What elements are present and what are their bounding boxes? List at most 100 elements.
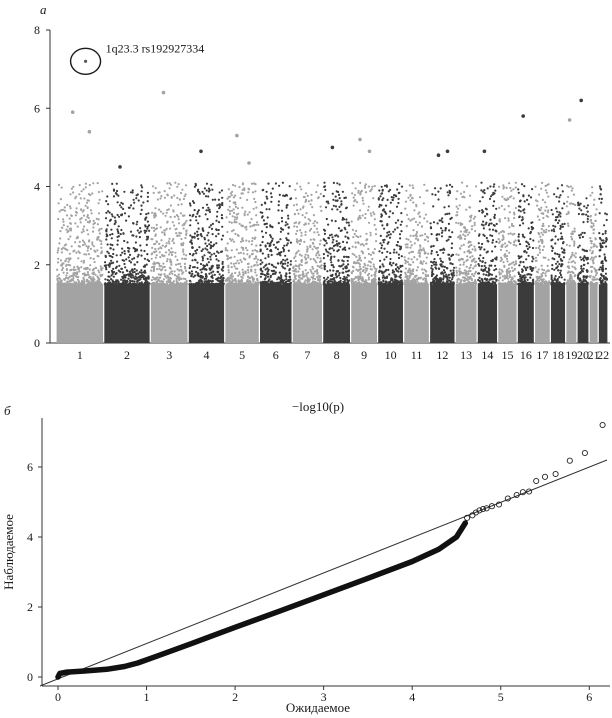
snp-point (552, 279, 555, 282)
snp-point (473, 281, 476, 284)
snp-point (288, 269, 291, 272)
snp-point (166, 220, 169, 223)
snp-point (456, 280, 459, 284)
snp-point (220, 283, 223, 286)
snp-point (578, 279, 581, 282)
snp-point (121, 259, 124, 262)
snp-point (301, 214, 304, 217)
snp-point (463, 190, 466, 194)
snp-point (458, 259, 461, 262)
snp-point (449, 280, 452, 283)
snp-point (501, 234, 504, 237)
snp-point (132, 276, 135, 279)
snp-point (571, 265, 574, 268)
snp-point (400, 255, 403, 258)
snp-point (449, 262, 452, 265)
snp-point (411, 282, 415, 285)
snp-point (521, 216, 524, 219)
snp-point (269, 235, 273, 238)
snp-point (59, 259, 63, 262)
snp-point (196, 212, 199, 215)
snp-point (500, 269, 503, 272)
snp-point (316, 231, 319, 234)
snp-point (498, 220, 502, 223)
snp-point (277, 276, 280, 279)
snp-point (368, 221, 371, 224)
snp-point (111, 282, 115, 286)
snp-point (310, 227, 313, 230)
snp-point (145, 243, 148, 246)
snp-point (586, 217, 589, 221)
snp-point (165, 276, 168, 279)
snp-point (431, 269, 434, 273)
snp-point (486, 239, 489, 242)
snp-point (426, 220, 429, 223)
snp-point (443, 265, 446, 268)
snp-point (105, 238, 108, 241)
snp-point (495, 240, 498, 243)
snp-point (531, 188, 534, 191)
snp-point (156, 198, 159, 201)
snp-point (367, 252, 370, 256)
snp-point (397, 201, 400, 205)
snp-point (115, 182, 118, 185)
snp-point (165, 251, 168, 254)
snp-point (65, 276, 68, 279)
snp-point (362, 269, 365, 272)
snp-point (559, 194, 562, 197)
chromosome-density (104, 284, 150, 343)
snp-point (271, 273, 274, 276)
snp-point (323, 276, 326, 279)
snp-point (194, 215, 198, 218)
snp-point (254, 190, 257, 193)
snp-point (409, 274, 412, 277)
snp-point (133, 280, 136, 283)
snp-point (430, 264, 433, 267)
snp-point (59, 230, 62, 233)
snp-point (485, 212, 489, 215)
snp-point (242, 273, 245, 276)
snp-point (440, 231, 444, 234)
snp-point (242, 252, 245, 255)
snp-point (307, 254, 310, 257)
snp-point (595, 208, 598, 211)
snp-point (474, 215, 477, 218)
snp-point (331, 278, 334, 281)
snp-point (562, 248, 566, 251)
snp-point (203, 187, 206, 190)
snp-point (475, 185, 478, 188)
snp-point (136, 229, 139, 232)
snp-point (99, 267, 103, 270)
snp-point (581, 283, 584, 286)
snp-point (91, 243, 94, 246)
snp-point (456, 211, 459, 214)
snp-point (97, 202, 100, 205)
snp-point (58, 242, 61, 245)
snp-point (202, 264, 205, 267)
snp-point (358, 254, 361, 257)
snp-point (204, 280, 207, 283)
snp-point (333, 283, 336, 286)
snp-point (571, 187, 574, 190)
snp-point (286, 242, 289, 245)
snp-point (357, 218, 360, 221)
snp-point (204, 247, 207, 250)
snp-point (110, 228, 113, 231)
snp-point (388, 280, 392, 283)
snp-point (345, 255, 348, 258)
snp-point (56, 268, 59, 271)
snp-point (227, 208, 230, 211)
snp-point (122, 282, 126, 286)
snp-point (317, 250, 320, 253)
snp-point (168, 237, 171, 240)
snp-point (316, 282, 319, 285)
snp-point (490, 222, 493, 225)
snp-point (501, 229, 504, 233)
snp-point (63, 244, 66, 247)
snp-point (233, 218, 236, 221)
snp-point (430, 245, 433, 248)
snp-point (205, 268, 208, 271)
snp-point (482, 220, 485, 223)
snp-point (86, 214, 89, 217)
snp-point (536, 277, 539, 280)
